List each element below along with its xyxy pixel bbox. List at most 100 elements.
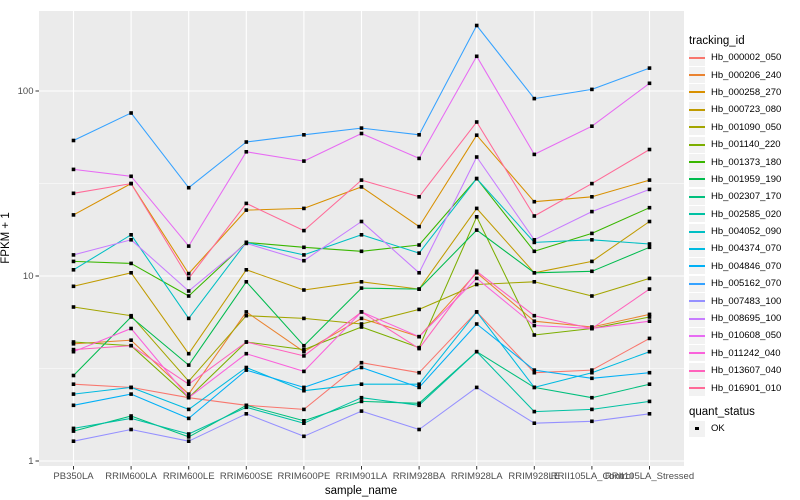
data-point <box>129 385 133 390</box>
legend-entries: Hb_000002_050 Hb_000206_240 Hb_000258_270 H… <box>689 49 799 397</box>
data-point <box>474 282 479 287</box>
legend-item-label: Hb_002585_020 <box>711 208 782 220</box>
legend-item: Hb_002307_170 <box>689 188 799 205</box>
data-point <box>532 409 537 414</box>
x-tick-label: RRIM901LA <box>336 471 388 482</box>
data-point <box>417 156 421 161</box>
data-point <box>244 405 249 410</box>
legend-key-box <box>689 420 705 437</box>
line-swatch-icon <box>689 334 705 337</box>
data-point <box>647 312 652 317</box>
data-point <box>590 181 594 186</box>
data-point <box>302 253 306 257</box>
data-point <box>532 238 537 242</box>
legend-key-box <box>689 206 705 223</box>
data-point <box>359 360 364 365</box>
data-point <box>474 206 479 211</box>
data-point <box>244 313 249 318</box>
data-point <box>417 307 421 312</box>
data-point <box>71 305 76 309</box>
y-axis-title: FPKM + 1 <box>0 212 12 264</box>
data-point <box>244 140 249 144</box>
legend-item-label: Hb_000258_270 <box>711 86 782 98</box>
data-point <box>647 315 652 319</box>
legend-key-box <box>689 362 705 379</box>
legend-item-label: Hb_005162_070 <box>711 278 782 290</box>
data-point <box>474 276 479 281</box>
data-point <box>417 346 421 351</box>
data-point <box>474 215 479 219</box>
data-point <box>186 276 191 281</box>
data-point <box>532 368 537 372</box>
data-point <box>129 416 133 421</box>
data-point <box>244 351 249 356</box>
data-point <box>129 343 133 348</box>
legend-item: Hb_004374_070 <box>689 240 799 257</box>
data-point <box>71 138 76 143</box>
data-point <box>532 333 537 337</box>
data-point <box>417 382 421 386</box>
data-point <box>590 238 594 242</box>
legend-key-box <box>689 258 705 275</box>
data-point <box>590 124 594 128</box>
legend-item: Hb_001140_220 <box>689 136 799 153</box>
legend-item-label: Hb_001090_050 <box>711 121 782 133</box>
data-point <box>647 287 652 291</box>
data-point <box>417 287 421 291</box>
legend-item: Hb_001959_190 <box>689 171 799 188</box>
legend-key-box <box>689 171 705 188</box>
data-point <box>359 178 364 182</box>
data-point <box>359 185 364 189</box>
data-point <box>186 363 191 367</box>
data-point <box>474 23 479 28</box>
legend-key-box <box>689 327 705 344</box>
data-point <box>302 349 306 354</box>
data-point <box>244 365 249 370</box>
legend-item: Hb_005162_070 <box>689 275 799 292</box>
line-swatch-icon <box>689 317 705 320</box>
data-point <box>647 349 652 354</box>
legend-item-label: Hb_000206_240 <box>711 69 782 81</box>
data-point <box>532 323 537 328</box>
data-point <box>590 395 594 400</box>
data-point <box>532 214 537 218</box>
data-point <box>359 325 364 329</box>
data-point <box>129 414 133 418</box>
data-point <box>647 412 652 416</box>
data-point <box>590 407 594 412</box>
data-point <box>359 249 364 254</box>
line-swatch-icon <box>689 213 705 216</box>
data-point <box>474 322 479 326</box>
data-point <box>590 326 594 331</box>
data-point <box>129 271 133 275</box>
data-point <box>302 228 306 233</box>
data-point <box>359 126 364 130</box>
data-point <box>244 268 249 272</box>
line-swatch-icon <box>689 247 705 250</box>
legend-item-label: Hb_004374_070 <box>711 243 782 255</box>
data-point <box>359 399 364 404</box>
legend-item: Hb_000206_240 <box>689 66 799 84</box>
legend-item: Hb_000258_270 <box>689 84 799 101</box>
data-point <box>302 434 306 439</box>
data-point <box>302 369 306 374</box>
data-point <box>186 395 191 400</box>
data-point <box>359 365 364 370</box>
data-point <box>244 150 249 154</box>
data-point <box>474 310 479 314</box>
data-point <box>186 432 191 436</box>
data-point <box>417 195 421 199</box>
data-point <box>129 233 133 237</box>
data-point <box>647 147 652 152</box>
line-swatch-icon <box>689 143 705 146</box>
data-point <box>244 340 249 344</box>
x-tick-label: RRIM928BA <box>393 471 446 482</box>
data-point <box>129 111 133 115</box>
data-point <box>532 199 537 204</box>
data-point <box>186 271 191 276</box>
data-point <box>71 284 76 289</box>
data-point <box>474 176 479 181</box>
data-point <box>186 244 191 248</box>
